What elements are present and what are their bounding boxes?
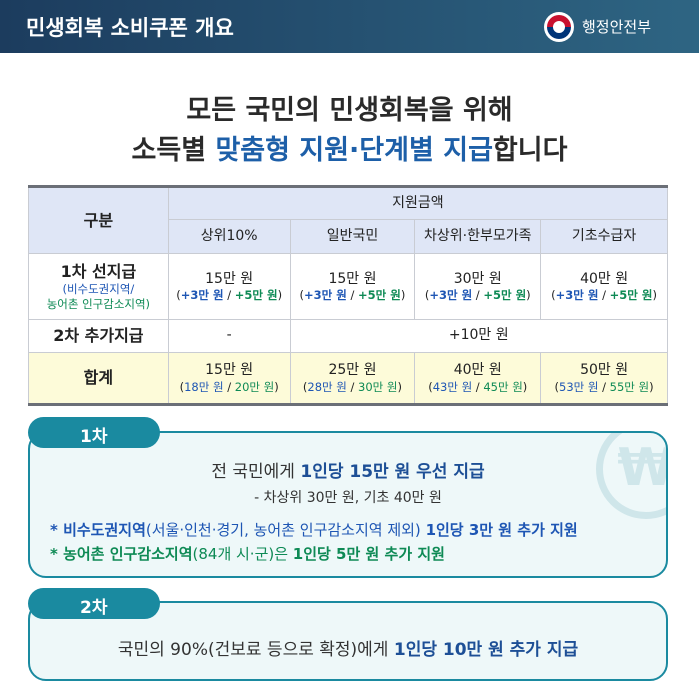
header-corner: 구분	[28, 185, 169, 254]
table-row: 2차 추가지급 - +10만 원	[28, 319, 669, 353]
page-title: 민생회복 소비쿠폰 개요	[26, 16, 234, 40]
table-cell: -	[167, 319, 291, 353]
note2-end: 1인당 5만 원 추가 지원	[292, 545, 445, 563]
row-sub-blue: (비수도권지역/	[62, 282, 135, 297]
cell-main: 50만 원	[580, 362, 629, 379]
column-header: 차상위·한부모가족	[414, 219, 542, 254]
cell-b: +5만 원	[609, 288, 653, 303]
table-cell: +10만 원	[289, 319, 669, 353]
cell-main: 15만 원	[328, 270, 377, 287]
column-header: 기초수급자	[540, 219, 668, 254]
cell-a: 43만 원	[432, 379, 473, 394]
cell-b: 30만 원	[358, 379, 398, 394]
cell-main: 15만 원	[205, 270, 254, 287]
cell-b: 20만 원	[234, 379, 275, 394]
cell-a: 28만 원	[307, 379, 347, 394]
cell-main: 30만 원	[453, 270, 502, 287]
cell-a: 53만 원	[559, 379, 599, 394]
headline-prefix: 소득별	[131, 135, 216, 166]
government-emblem-icon	[544, 12, 574, 42]
phase2-tab: 2차	[28, 588, 160, 619]
table-cell: 15만 원 (+3만 원 / +5만 원)	[167, 253, 291, 320]
cell-b: 45만 원	[483, 379, 523, 394]
headline-line1: 모든 국민의 민생회복을 위해	[186, 95, 513, 126]
phase1-main-bold: 1인당 15만 원 우선 지급	[300, 462, 485, 482]
column-header: 일반국민	[289, 219, 416, 254]
cell-b: +5만 원	[358, 288, 401, 303]
note1-bold: * 비수도권지역	[50, 521, 146, 539]
cell-main: 40만 원	[453, 362, 502, 379]
phase2-main-bold: 1인당 10만 원 추가 지급	[393, 640, 579, 660]
cell-a: +3만 원	[180, 288, 224, 303]
phase1-main: 전 국민에게 1인당 15만 원 우선 지급	[30, 457, 666, 482]
cell-b: +5만 원	[234, 288, 278, 303]
table-cell: 40만 원 (+3만 원 / +5만 원)	[540, 253, 668, 320]
phase2-main-prefix: 국민의 90%(건보료 등으로 확정)에게	[117, 640, 394, 660]
phase1-main-prefix: 전 국민에게	[211, 462, 301, 482]
row-label: 1차 선지급	[60, 262, 137, 282]
header-group: 지원금액	[167, 185, 669, 220]
table-cell: 30만 원 (+3만 원 / +5만 원)	[414, 253, 542, 320]
note1-mid: (서울·인천·경기, 농어촌 인구감소지역 제외)	[145, 521, 426, 539]
note2-bold: * 농어촌 인구감소지역	[50, 545, 193, 563]
cell-main: 40만 원	[580, 270, 629, 287]
phase2-main: 국민의 90%(건보료 등으로 확정)에게 1인당 10만 원 추가 지급	[30, 635, 666, 660]
row-header: 1차 선지급 (비수도권지역/농어촌 인구감소지역)	[28, 253, 169, 320]
phase1-note1: * 비수도권지역(서울·인천·경기, 농어촌 인구감소지역 제외) 1인당 3만…	[50, 519, 578, 540]
headline-highlight: 맞춤형 지원·단계별 지급	[215, 135, 493, 166]
cell-a: +3만 원	[304, 288, 347, 303]
table-cell: 15만 원 (18만 원 / 20만 원)	[167, 352, 291, 406]
headline-suffix: 합니다	[492, 135, 568, 166]
cell-a: +3만 원	[429, 288, 473, 303]
phase1-sub: - 차상위 30만 원, 기초 40만 원	[254, 490, 442, 506]
cell-main: 15만 원	[205, 362, 254, 379]
table-row-total: 합계 15만 원 (18만 원 / 20만 원) 25만 원 (28만 원 / 30…	[28, 352, 668, 406]
phase1-note2: * 농어촌 인구감소지역(84개 시·군)은 1인당 5만 원 추가 지원	[50, 543, 445, 564]
row-label: 2차 추가지급	[28, 319, 169, 353]
note1-end: 1인당 3만 원 추가 지원	[425, 521, 578, 539]
note2-mid: (84개 시·군)은	[192, 545, 293, 563]
phase1-box: ₩ 전 국민에게 1인당 15만 원 우선 지급 - 차상위 30만 원, 기초…	[28, 431, 668, 578]
table-cell: 50만 원 (53만 원 / 55만 원)	[540, 352, 668, 406]
header-bar: 민생회복 소비쿠폰 개요 행정안전부	[0, 0, 699, 53]
table-row: 1차 선지급 (비수도권지역/농어촌 인구감소지역) 15만 원 (+3만 원 / …	[28, 253, 668, 320]
column-header: 상위10%	[167, 219, 291, 254]
row-sub-green: 농어촌 인구감소지역)	[46, 296, 151, 311]
cell-b: 55만 원	[609, 379, 650, 394]
cell-a: +3만 원	[555, 288, 599, 303]
org-name: 행정안전부	[582, 18, 652, 36]
cell-b: +5만 원	[483, 288, 527, 303]
table-cell: 15만 원 (+3만 원 / +5만 원)	[289, 253, 416, 320]
cell-a: 18만 원	[184, 379, 224, 394]
table-cell: 40만 원 (43만 원 / 45만 원)	[414, 352, 542, 406]
support-table: 구분 지원금액 상위10% 일반국민 차상위·한부모가족 기초수급자 1차 선지…	[28, 185, 669, 406]
won-coin-icon: ₩	[596, 433, 666, 519]
cell-main: 25만 원	[328, 362, 377, 379]
row-label: 합계	[28, 352, 169, 406]
phase1-tab: 1차	[28, 417, 160, 448]
table-cell: 25만 원 (28만 원 / 30만 원)	[289, 352, 416, 406]
headline-line2: 소득별 맞춤형 지원·단계별 지급합니다	[0, 128, 699, 167]
